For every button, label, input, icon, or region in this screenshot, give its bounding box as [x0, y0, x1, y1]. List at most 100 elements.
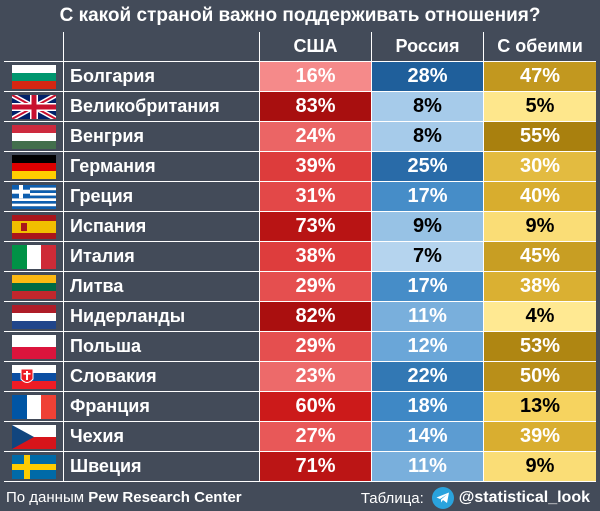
usa-value-cell: 39%	[260, 152, 372, 181]
table-row: Венгрия 24% 8% 55%	[4, 122, 596, 152]
both-value-cell: 9%	[484, 212, 596, 241]
table-row: Нидерланды 82% 11% 4%	[4, 302, 596, 332]
netherlands-flag-icon	[11, 304, 56, 329]
usa-value-cell: 71%	[260, 452, 372, 481]
both-value-cell: 40%	[484, 182, 596, 211]
table-label: Таблица:	[360, 489, 424, 507]
both-value-cell: 45%	[484, 242, 596, 271]
country-label: Великобритания	[64, 92, 260, 121]
country-label: Польша	[64, 332, 260, 361]
russia-value-cell: 11%	[372, 302, 484, 331]
country-label: Чехия	[64, 422, 260, 451]
flag-cell	[4, 302, 64, 331]
russia-value-cell: 8%	[372, 92, 484, 121]
russia-value-cell: 17%	[372, 272, 484, 301]
table-row: Греция 31% 17% 40%	[4, 182, 596, 212]
table-row: Словакия 23% 22% 50%	[4, 362, 596, 392]
header-flag-cell	[4, 32, 64, 61]
header-usa: США	[260, 32, 372, 61]
table-header-row: США Россия С обеими	[4, 32, 596, 62]
country-label: Швеция	[64, 452, 260, 481]
flag-cell	[4, 392, 64, 421]
header-country-cell	[64, 32, 260, 61]
usa-value-cell: 16%	[260, 62, 372, 91]
usa-value-cell: 29%	[260, 332, 372, 361]
both-value-cell: 13%	[484, 392, 596, 421]
table-row: Швеция 71% 11% 9%	[4, 452, 596, 482]
table-row: Германия 39% 25% 30%	[4, 152, 596, 182]
footer: По данным Pew Research Center Таблица: @…	[0, 484, 600, 511]
russia-value-cell: 22%	[372, 362, 484, 391]
header-russia: Россия	[372, 32, 484, 61]
flag-cell	[4, 122, 64, 151]
table-row: Испания 73% 9% 9%	[4, 212, 596, 242]
usa-value-cell: 29%	[260, 272, 372, 301]
source-prefix: По данным	[6, 489, 85, 506]
country-label: Нидерланды	[64, 302, 260, 331]
country-label: Греция	[64, 182, 260, 211]
flag-cell	[4, 62, 64, 91]
source-name: Pew Research Center	[88, 489, 242, 506]
both-value-cell: 39%	[484, 422, 596, 451]
both-value-cell: 47%	[484, 62, 596, 91]
table-row: Франция 60% 18% 13%	[4, 392, 596, 422]
table-row: Италия 38% 7% 45%	[4, 242, 596, 272]
both-value-cell: 55%	[484, 122, 596, 151]
russia-value-cell: 7%	[372, 242, 484, 271]
bulgaria-flag-icon	[11, 64, 56, 89]
greece-flag-icon	[11, 184, 56, 209]
spain-flag-icon	[11, 214, 56, 239]
country-label: Италия	[64, 242, 260, 271]
france-flag-icon	[11, 394, 56, 419]
flag-cell	[4, 212, 64, 241]
flag-cell	[4, 182, 64, 211]
russia-value-cell: 28%	[372, 62, 484, 91]
usa-value-cell: 73%	[260, 212, 372, 241]
usa-value-cell: 82%	[260, 302, 372, 331]
table-row: Великобритания 83% 8% 5%	[4, 92, 596, 122]
usa-value-cell: 31%	[260, 182, 372, 211]
flag-cell	[4, 272, 64, 301]
both-value-cell: 9%	[484, 452, 596, 481]
table-row: Чехия 27% 14% 39%	[4, 422, 596, 452]
usa-value-cell: 27%	[260, 422, 372, 451]
chart-title: С какой страной важно поддерживать отнош…	[59, 5, 541, 26]
channel-handle[interactable]: @statistical_look	[458, 489, 590, 506]
table-row: Литва 29% 17% 38%	[4, 272, 596, 302]
both-value-cell: 30%	[484, 152, 596, 181]
usa-value-cell: 24%	[260, 122, 372, 151]
russia-value-cell: 9%	[372, 212, 484, 241]
table-row: Болгария 16% 28% 47%	[4, 62, 596, 92]
czechia-flag-icon	[11, 424, 56, 449]
flag-cell	[4, 242, 64, 271]
flag-cell	[4, 152, 64, 181]
usa-value-cell: 23%	[260, 362, 372, 391]
hungary-flag-icon	[11, 124, 56, 149]
country-label: Испания	[64, 212, 260, 241]
both-value-cell: 4%	[484, 302, 596, 331]
flag-cell	[4, 422, 64, 451]
slovakia-flag-icon	[11, 364, 56, 389]
russia-value-cell: 14%	[372, 422, 484, 451]
data-table: США Россия С обеими Болгария 16% 28% 47% Вел…	[4, 32, 596, 482]
both-value-cell: 53%	[484, 332, 596, 361]
flag-cell	[4, 332, 64, 361]
sweden-flag-icon	[11, 454, 56, 479]
country-label: Словакия	[64, 362, 260, 391]
header-both: С обеими	[497, 36, 583, 56]
both-value-cell: 5%	[484, 92, 596, 121]
usa-value-cell: 60%	[260, 392, 372, 421]
both-value-cell: 50%	[484, 362, 596, 391]
telegram-icon	[431, 487, 454, 509]
flag-cell	[4, 452, 64, 481]
both-value-cell: 38%	[484, 272, 596, 301]
flag-cell	[4, 92, 64, 121]
country-label: Болгария	[64, 62, 260, 91]
table-row: Польша 29% 12% 53%	[4, 332, 596, 362]
russia-value-cell: 18%	[372, 392, 484, 421]
russia-value-cell: 11%	[372, 452, 484, 481]
country-label: Франция	[64, 392, 260, 421]
lithuania-flag-icon	[11, 274, 56, 299]
germany-flag-icon	[11, 154, 56, 179]
